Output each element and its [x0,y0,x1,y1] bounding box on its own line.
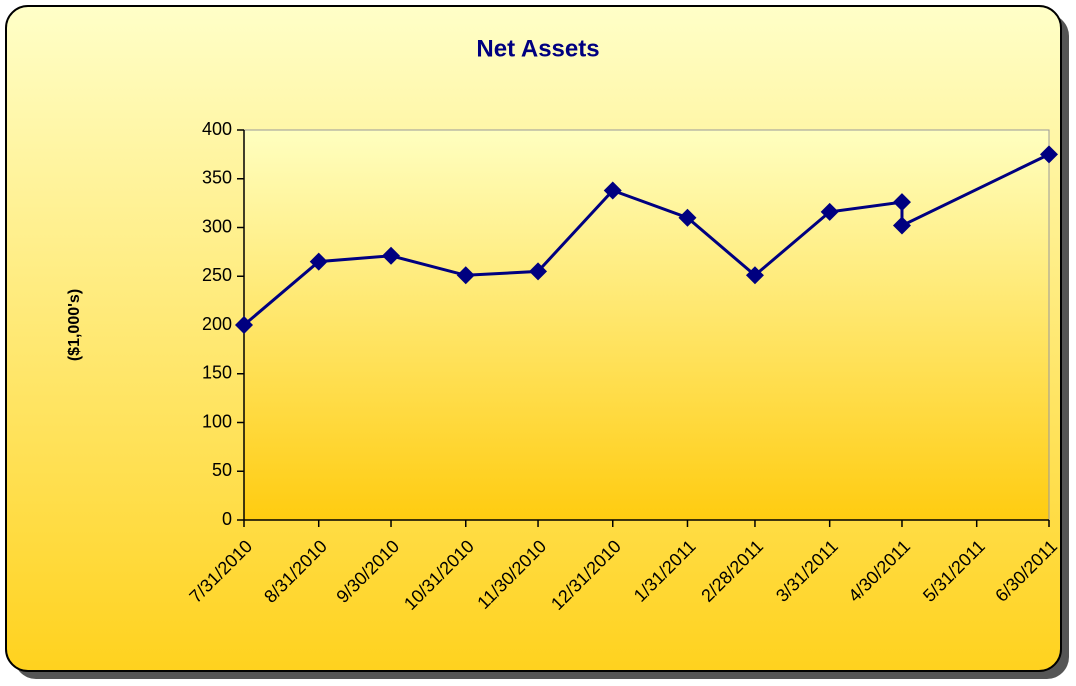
plot-area [243,129,1050,521]
marker [529,262,548,281]
marker [1040,145,1058,164]
marker [309,252,328,271]
y-tick-label: 300 [202,216,232,236]
marker [603,181,622,200]
marker [892,216,911,235]
marker [382,246,401,265]
marker [678,208,697,227]
y-axis-label: ($1,000's) [66,289,83,361]
chart-title: Net Assets [476,35,599,62]
marker [745,266,764,285]
y-tick-label: 400 [202,119,232,139]
y-tick-label: 0 [222,509,232,529]
marker [820,202,839,221]
y-tick-label: 150 [202,363,232,383]
y-tick-label: 200 [202,314,232,334]
y-tick-label: 250 [202,265,232,285]
y-tick-label: 100 [202,411,232,431]
marker [456,266,475,285]
y-tick-label: 50 [212,460,232,480]
marker [235,316,253,334]
marker [892,193,911,212]
y-tick-label: 350 [202,168,232,188]
